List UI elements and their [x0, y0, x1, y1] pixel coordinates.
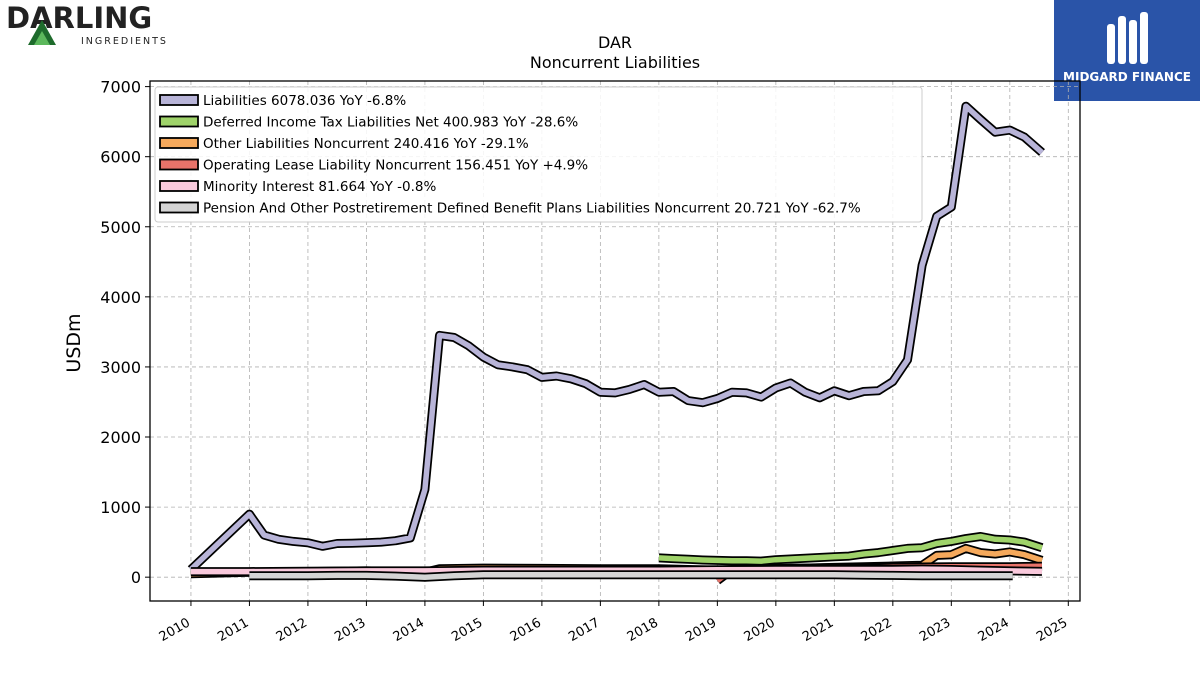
series-lines — [187, 101, 1045, 585]
legend-label: Liabilities 6078.036 YoY -6.8% — [203, 93, 406, 109]
x-tick-label: 2021 — [800, 615, 836, 645]
legend-swatch — [159, 94, 199, 106]
logo-triangle-light — [34, 31, 50, 45]
legend-label: Minority Interest 81.664 YoY -0.8% — [203, 179, 437, 195]
x-tick-label: 2024 — [976, 615, 1012, 645]
midgard-finance-logo: MIDGARD FINANCE — [1054, 0, 1200, 101]
chart-legend: Liabilities 6078.036 YoY -6.8% Deferred I… — [154, 86, 923, 223]
y-axis-ticks: 0 1000 2000 3000 4000 5000 6000 7000 — [100, 78, 150, 587]
x-tick-label: 2022 — [859, 615, 895, 645]
logo-background — [1054, 0, 1200, 101]
midgard-mark-icon — [1107, 12, 1148, 64]
company-subtitle: INGREDIENTS — [81, 36, 168, 47]
x-tick-label: 2017 — [566, 615, 602, 645]
x-tick-label: 2018 — [625, 615, 661, 645]
series-line — [658, 533, 1043, 564]
y-tick-label: 5000 — [100, 218, 141, 237]
legend-box — [154, 86, 923, 223]
y-axis-label: USDm — [63, 313, 85, 372]
x-tick-label: 2010 — [157, 615, 193, 645]
legend-swatch — [159, 158, 199, 171]
x-axis-ticks: 2010 2011 2012 2013 2014 2015 2016 2017 2018 2019… — [157, 601, 1070, 645]
x-tick-label: 2016 — [508, 615, 544, 645]
y-tick-label: 0 — [131, 568, 141, 587]
legend-swatch — [159, 201, 199, 214]
legend-swatch — [159, 115, 199, 128]
x-tick-label: 2011 — [215, 615, 251, 645]
x-tick-label: 2012 — [274, 615, 310, 645]
x-tick-label: 2015 — [449, 615, 485, 645]
legend-swatch — [159, 137, 199, 149]
y-tick-label: 2000 — [100, 428, 141, 447]
y-tick-label: 6000 — [100, 148, 141, 167]
x-tick-label: 2019 — [683, 615, 719, 645]
x-tick-label: 2020 — [742, 615, 778, 645]
x-tick-label: 2023 — [917, 615, 953, 645]
y-tick-label: 3000 — [100, 358, 141, 377]
series-line — [189, 103, 1044, 572]
publisher-name: MIDGARD FINANCE — [1063, 70, 1191, 84]
legend-label: Deferred Income Tax Liabilities Net 400.… — [203, 115, 578, 131]
x-tick-label: 2014 — [391, 615, 427, 645]
darling-ingredients-logo: DARLING INGREDIENTS — [6, 2, 168, 47]
x-tick-label: 2013 — [332, 615, 368, 645]
chart-subtitle: Noncurrent Liabilities — [530, 53, 700, 72]
company-name: DARLING — [6, 2, 152, 35]
plot-area-frame — [149, 80, 1081, 602]
legend-label: Other Liabilities Noncurrent 240.416 YoY… — [203, 136, 529, 152]
chart-title: DAR — [598, 33, 632, 52]
y-tick-label: 4000 — [100, 288, 141, 307]
legend-swatch — [159, 180, 199, 192]
series-line — [249, 571, 1013, 580]
y-tick-label: 1000 — [100, 498, 141, 517]
y-tick-label: 7000 — [100, 78, 141, 97]
x-tick-label: 2025 — [1034, 615, 1070, 645]
legend-label: Operating Lease Liability Noncurrent 156… — [203, 158, 588, 174]
legend-label: Pension And Other Postretirement Defined… — [203, 201, 861, 217]
